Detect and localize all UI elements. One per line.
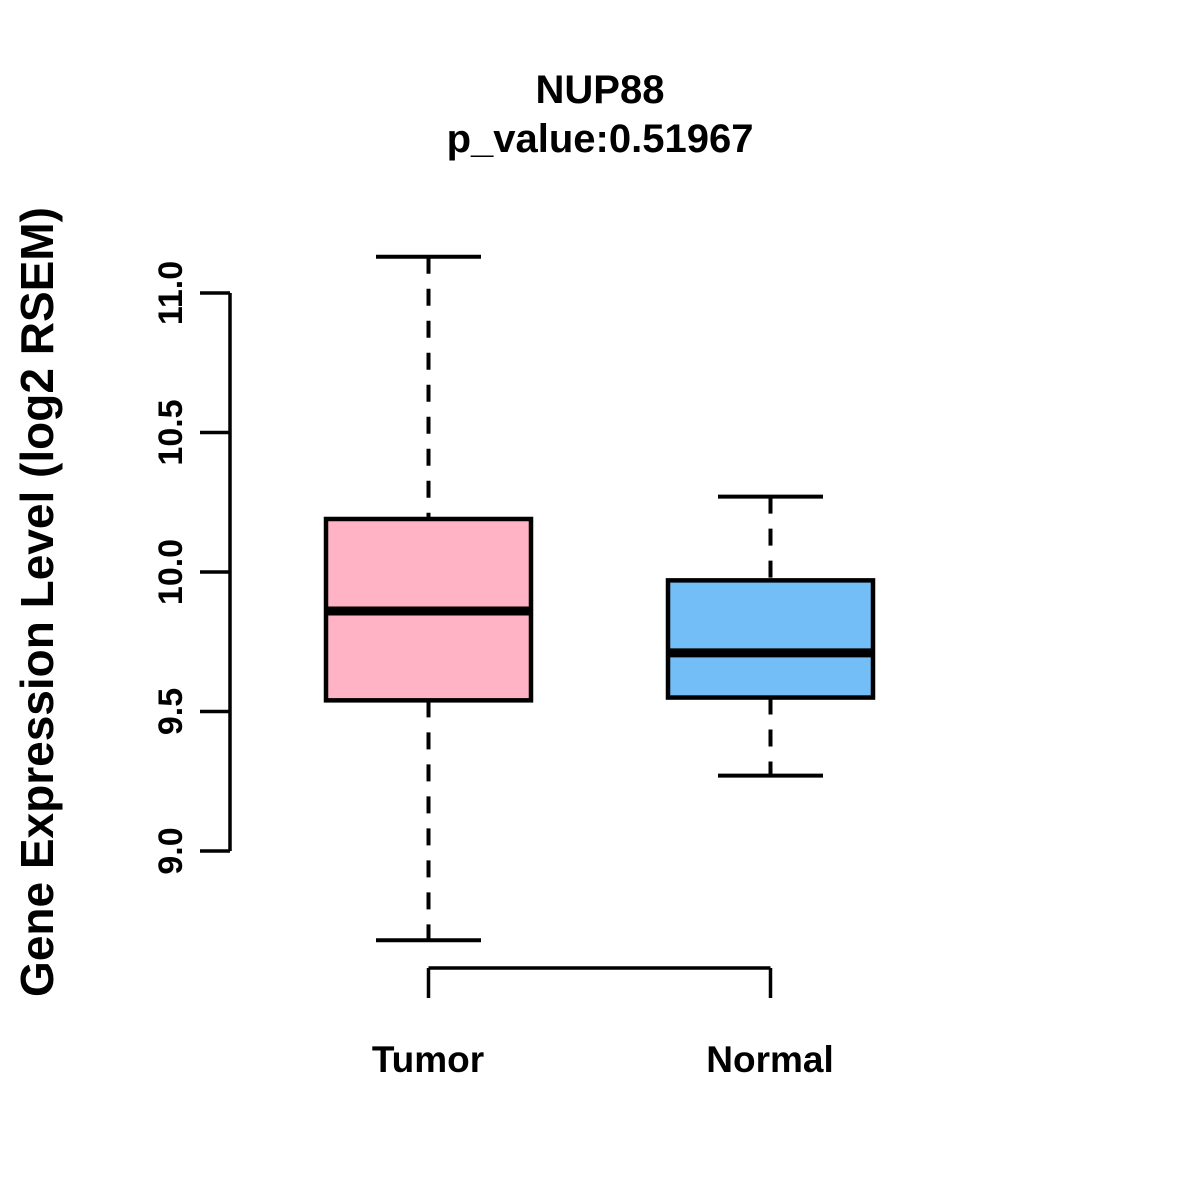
y-tick-label: 10.0	[152, 539, 190, 605]
chart-title-block: NUP88 p_value:0.51967	[0, 66, 1200, 164]
y-tick-label: 9.5	[152, 688, 190, 735]
x-category-label-tumor: Tumor	[371, 1039, 485, 1080]
x-category-label-normal: Normal	[706, 1039, 834, 1080]
chart-title: NUP88	[535, 68, 665, 112]
chart-subtitle: p_value:0.51967	[446, 117, 754, 161]
y-tick-label: 11.0	[152, 261, 190, 325]
box-normal	[665, 578, 876, 700]
y-tick-label: 9.0	[152, 827, 190, 874]
y-tick-label: 10.5	[152, 399, 190, 465]
